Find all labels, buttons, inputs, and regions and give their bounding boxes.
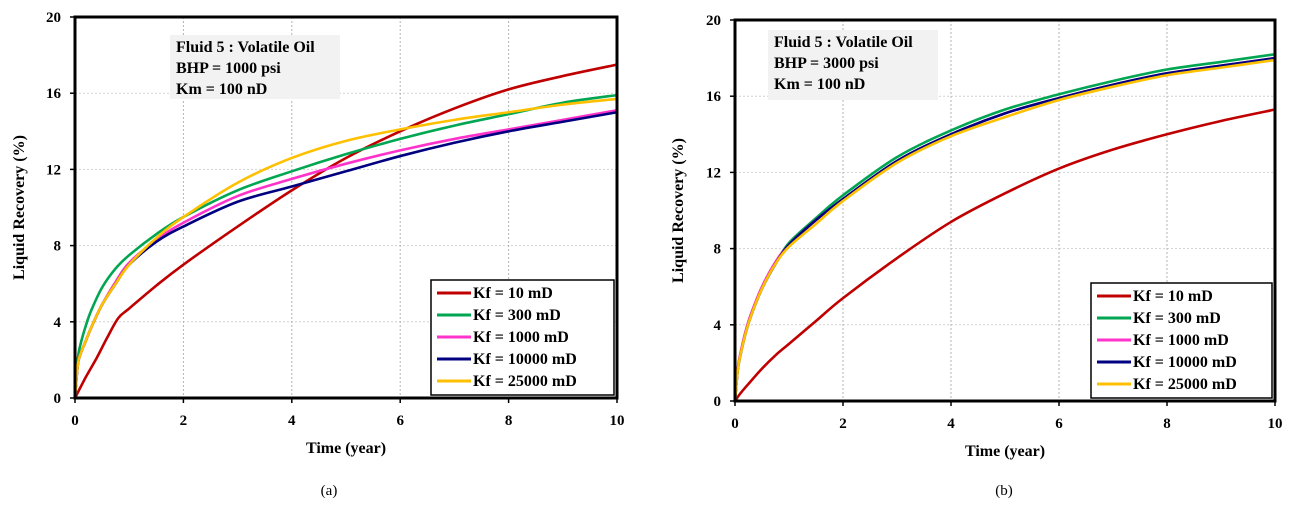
series-line — [73, 93, 618, 399]
x-tick-label: 10 — [1268, 416, 1283, 432]
x-tick-label: 6 — [396, 413, 404, 429]
figure-caption: (b) — [995, 483, 1013, 499]
y-tick-label: 0 — [714, 394, 722, 410]
legend-label: Kf = 1000 mD — [473, 329, 569, 346]
x-axis-label: Time (year) — [965, 443, 1045, 460]
y-tick-label: 12 — [706, 165, 721, 181]
y-tick-label: 8 — [54, 239, 62, 255]
y-tick-label: 4 — [714, 318, 722, 334]
annotation-line: Fluid 5 : Volatile Oil — [774, 34, 913, 51]
x-tick-label: 6 — [1055, 416, 1063, 432]
y-tick-label: 8 — [714, 242, 722, 258]
legend-label: Kf = 1000 mD — [1133, 332, 1229, 349]
x-tick-label: 8 — [505, 413, 513, 429]
y-axis-label: Liquid Recovery (%) — [670, 138, 687, 283]
x-tick-label: 0 — [731, 416, 739, 432]
figure-caption: (a) — [321, 483, 338, 499]
legend-label: Kf = 10 mD — [1133, 288, 1213, 305]
annotation-line: BHP = 1000 psi — [176, 60, 281, 77]
series-line — [733, 58, 1276, 402]
plot-frame — [73, 15, 619, 400]
legend-label: Kf = 10000 mD — [473, 351, 577, 368]
x-tick-label: 2 — [180, 413, 188, 429]
series-line — [73, 97, 618, 399]
legend-label: Kf = 300 mD — [1133, 310, 1221, 327]
plot-frame — [733, 18, 1277, 403]
series-line — [73, 63, 618, 399]
y-axis-label: Liquid Recovery (%) — [11, 135, 28, 280]
y-tick-label: 16 — [46, 86, 62, 102]
x-tick-label: 4 — [288, 413, 296, 429]
annotation-line: Km = 100 nD — [176, 81, 267, 98]
annotation-line: Km = 100 nD — [774, 76, 865, 93]
chart-b: Fluid 5 : Volatile Oil BHP = 3000 psi Km =… — [670, 13, 1283, 499]
annotation-line: BHP = 3000 psi — [774, 55, 879, 72]
annotation-box — [170, 35, 340, 99]
y-tick-label: 12 — [46, 162, 61, 178]
x-tick-label: 0 — [71, 413, 79, 429]
series-line — [733, 108, 1276, 402]
y-tick-label: 4 — [54, 315, 62, 331]
legend-label: Kf = 10 mD — [473, 285, 553, 302]
legend-label: Kf = 25000 mD — [1133, 376, 1237, 393]
legend-label: Kf = 300 mD — [473, 307, 561, 324]
x-axis-label: Time (year) — [306, 440, 386, 457]
annotation-line: Fluid 5 : Volatile Oil — [176, 39, 315, 56]
y-tick-label: 0 — [54, 391, 62, 407]
x-tick-label: 8 — [1163, 416, 1171, 432]
annotation-box — [768, 30, 938, 100]
legend-label: Kf = 25000 mD — [473, 373, 577, 390]
y-tick-label: 20 — [46, 10, 61, 26]
y-tick-label: 16 — [706, 89, 722, 105]
chart-a: Fluid 5 : Volatile Oil BHP = 1000 psi Km =… — [11, 10, 625, 499]
y-tick-label: 20 — [706, 13, 721, 29]
x-tick-label: 4 — [947, 416, 955, 432]
x-tick-label: 10 — [610, 413, 625, 429]
legend-label: Kf = 10000 mD — [1133, 354, 1237, 371]
x-tick-label: 2 — [839, 416, 847, 432]
